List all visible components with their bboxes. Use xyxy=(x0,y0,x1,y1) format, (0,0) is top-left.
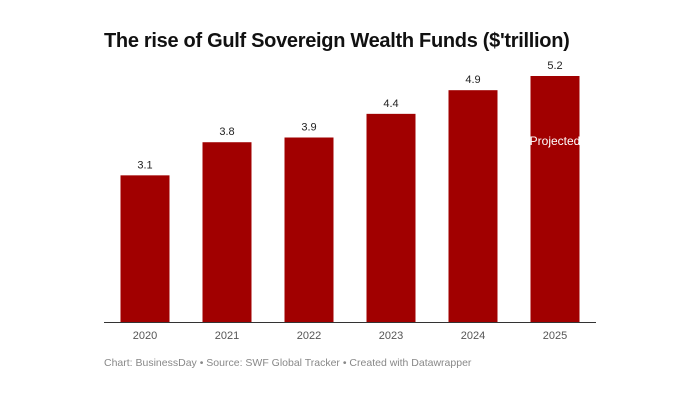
x-tick-label: 2024 xyxy=(461,330,485,342)
x-tick-label: 2022 xyxy=(297,330,321,342)
chart-footer: Chart: BusinessDay • Source: SWF Global … xyxy=(104,357,472,369)
x-tick-label: 2020 xyxy=(133,330,157,342)
x-tick-label: 2023 xyxy=(379,330,403,342)
data-label: 4.4 xyxy=(383,98,398,110)
data-label: 3.9 xyxy=(301,122,316,134)
data-label: 4.9 xyxy=(465,74,480,86)
bar-2020 xyxy=(120,175,170,322)
bar-2021 xyxy=(202,142,252,322)
bar-2025 xyxy=(530,76,580,322)
bar-2022 xyxy=(284,137,334,322)
data-label: 3.1 xyxy=(137,159,152,171)
x-tick-label: 2021 xyxy=(215,330,239,342)
bar-2024 xyxy=(448,90,498,322)
annotation-projected: Projected xyxy=(530,134,581,148)
data-label: 3.8 xyxy=(219,126,234,138)
x-tick-label: 2025 xyxy=(543,330,567,342)
bar-2023 xyxy=(366,113,416,322)
data-label: 5.2 xyxy=(547,60,562,72)
chart-title: The rise of Gulf Sovereign Wealth Funds … xyxy=(104,30,570,52)
